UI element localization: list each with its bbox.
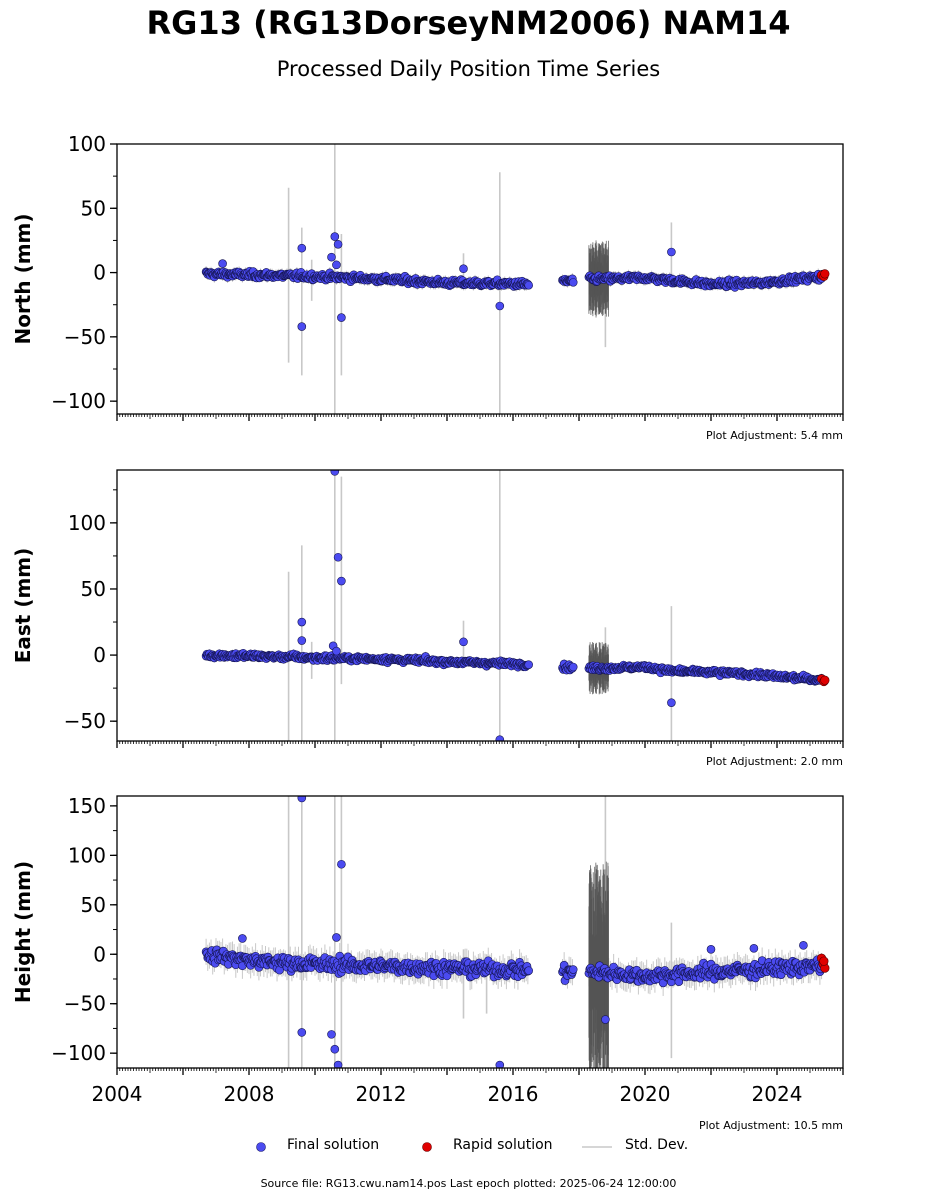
north-y-tick-label: 50 xyxy=(81,196,106,220)
north-y-tick-label: 0 xyxy=(93,261,106,285)
height-y-tick-label: −50 xyxy=(64,992,106,1016)
height-outlier-point xyxy=(749,944,759,953)
north-outlier-point xyxy=(330,232,340,241)
height-x-tick-label: 2016 xyxy=(488,1082,539,1106)
height-outlier-point xyxy=(327,1030,336,1039)
height-outlier-point xyxy=(706,945,716,954)
legend-stddev: Std. Dev. xyxy=(582,1137,688,1153)
north-outlier-point xyxy=(297,322,307,331)
east-outlier-point xyxy=(330,470,340,476)
north-outlier-point xyxy=(327,252,336,262)
rapid-marker-icon xyxy=(422,1142,432,1152)
east-axes-frame xyxy=(116,469,844,742)
height-outlier-point xyxy=(330,1044,340,1054)
east-y-axis-label: East (mm) xyxy=(11,548,35,664)
height-x-tick-label: 2004 xyxy=(92,1082,143,1106)
north-outlier-point xyxy=(333,239,343,249)
east-y-tick-label: 0 xyxy=(93,643,106,667)
legend-stddev-label: Std. Dev. xyxy=(625,1137,689,1153)
height-y-tick-label: 50 xyxy=(81,893,106,917)
height-y-tick-label: 100 xyxy=(68,843,106,867)
north-rapid-point xyxy=(820,269,830,279)
height-y-tick-label: −100 xyxy=(51,1041,106,1065)
east-final-point xyxy=(568,662,578,672)
east-outlier-point xyxy=(333,552,343,562)
height-plot-adjustment: Plot Adjustment: 10.5 mm xyxy=(698,1119,843,1132)
chart-title: RG13 (RG13DorseyNM2006) NAM14 xyxy=(146,4,791,42)
east-y-tick-label: −50 xyxy=(64,709,106,733)
north-outlier-point xyxy=(667,247,676,257)
east-y-tick-label: 100 xyxy=(68,511,106,535)
east-outlier-point xyxy=(459,637,468,647)
east-plot-area xyxy=(201,470,830,741)
north-outlier-point xyxy=(297,243,307,253)
chart-subtitle: Processed Daily Position Time Series xyxy=(276,57,661,81)
north-plot-area xyxy=(201,144,830,414)
east-plot-adjustment: Plot Adjustment: 2.0 mm xyxy=(705,755,843,768)
east-final-point xyxy=(524,660,533,669)
north-final-point xyxy=(524,280,533,290)
legend-rapid: Rapid solution xyxy=(416,1137,553,1153)
height-y-tick-label: 0 xyxy=(93,942,106,966)
height-x-tick-label: 2012 xyxy=(356,1082,407,1106)
east-y-tick-label: 50 xyxy=(81,577,106,601)
north-y-tick-label: −50 xyxy=(64,325,106,349)
height-final-point xyxy=(674,977,684,986)
height-outlier-point xyxy=(337,859,346,869)
east-rapid-point xyxy=(820,675,830,685)
height-outlier-point xyxy=(601,1015,610,1024)
height-y-tick-label: 150 xyxy=(68,794,106,818)
north-final-point xyxy=(568,278,578,287)
height-axes-frame xyxy=(116,795,844,1069)
east-outlier-point xyxy=(332,646,341,656)
legend-rapid-label: Rapid solution xyxy=(453,1137,553,1153)
legend-final-label: Final solution xyxy=(287,1137,380,1153)
height-plot-area xyxy=(201,796,830,1068)
east-outlier-point xyxy=(297,617,307,627)
east-outlier-point xyxy=(297,636,307,645)
height-x-tick-label: 2020 xyxy=(620,1082,671,1106)
height-x-tick-label: 2008 xyxy=(224,1082,275,1106)
north-outlier-point xyxy=(337,313,346,322)
north-outlier-point xyxy=(218,259,227,268)
north-outlier-point xyxy=(332,260,341,270)
height-outlier-point xyxy=(297,796,307,803)
north-outlier-point xyxy=(459,264,468,274)
height-final-point xyxy=(568,965,578,974)
height-final-point xyxy=(524,966,533,975)
height-outlier-point xyxy=(333,1060,343,1068)
footer-source: Source file: RG13.cwu.nam14.pos Last epo… xyxy=(260,1177,677,1190)
height-outlier-point xyxy=(799,941,808,950)
north-y-axis-label: North (mm) xyxy=(11,213,35,344)
north-outlier-point xyxy=(495,301,505,311)
east-outlier-point xyxy=(495,735,505,741)
east-outlier-point xyxy=(667,698,676,707)
height-rapid-point xyxy=(819,956,829,966)
height-outlier-point xyxy=(297,1028,307,1037)
height-outlier-point xyxy=(495,1060,505,1068)
height-outlier-point xyxy=(332,933,341,942)
north-plot-adjustment: Plot Adjustment: 5.4 mm xyxy=(705,429,843,442)
east-outlier-point xyxy=(337,576,346,586)
north-y-tick-label: 100 xyxy=(68,132,106,156)
height-y-axis-label: Height (mm) xyxy=(11,861,35,1003)
final-marker-icon xyxy=(256,1142,266,1152)
height-outlier-point xyxy=(238,934,247,943)
height-x-tick-label: 2024 xyxy=(752,1082,803,1106)
legend-final: Final solution xyxy=(250,1137,379,1153)
stddev-line-icon xyxy=(582,1146,612,1148)
north-y-tick-label: −100 xyxy=(51,389,106,413)
